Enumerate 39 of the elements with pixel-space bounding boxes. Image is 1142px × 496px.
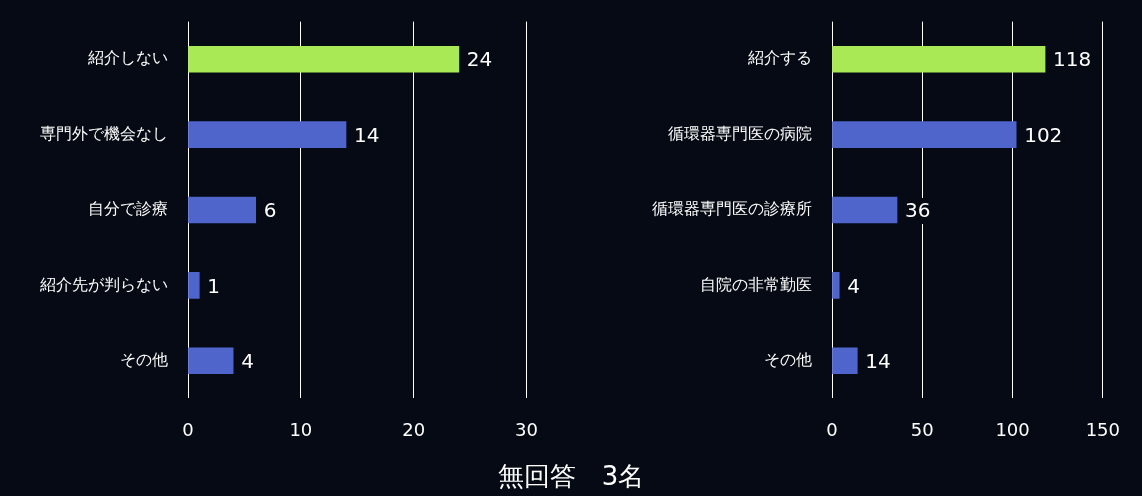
x-tick-label: 30 bbox=[515, 418, 538, 440]
bar bbox=[832, 45, 1046, 73]
y-tick-label: 循環器専門医の診療所 bbox=[652, 199, 812, 219]
y-tick-label: 専門外で機会なし bbox=[40, 123, 168, 143]
y-tick-label: 自分で診療 bbox=[88, 199, 168, 219]
y-tick-label: その他 bbox=[764, 349, 812, 369]
data-label: 1 bbox=[207, 273, 221, 298]
bar bbox=[832, 196, 898, 224]
y-tick-label: 循環器専門医の病院 bbox=[668, 123, 812, 143]
bar bbox=[832, 347, 858, 375]
data-label: 4 bbox=[241, 348, 254, 373]
bar bbox=[832, 121, 1017, 148]
data-label: 102 bbox=[1024, 122, 1063, 147]
data-label: 6 bbox=[263, 198, 277, 223]
y-tick-label: 紹介しない bbox=[87, 48, 168, 68]
data-label: 4 bbox=[847, 273, 860, 298]
x-tick-label: 0 bbox=[182, 418, 194, 440]
x-tick-label: 20 bbox=[402, 418, 426, 440]
x-tick-label: 10 bbox=[289, 418, 313, 440]
data-label: 24 bbox=[466, 47, 493, 72]
x-tick-label: 150 bbox=[1085, 418, 1120, 440]
data-label: 14 bbox=[865, 348, 891, 373]
data-label: 14 bbox=[353, 122, 380, 147]
y-tick-label: その他 bbox=[120, 349, 168, 369]
bar bbox=[188, 121, 347, 148]
bar bbox=[188, 272, 200, 299]
bar bbox=[188, 196, 257, 224]
x-tick-label: 50 bbox=[910, 418, 934, 440]
data-label: 118 bbox=[1053, 47, 1092, 72]
text: 無回答 3名 bbox=[496, 460, 646, 493]
x-tick-label: 100 bbox=[995, 418, 1030, 440]
data-label: 36 bbox=[905, 198, 931, 223]
y-tick-label: 紹介先が判らない bbox=[39, 274, 168, 294]
bar bbox=[188, 347, 234, 375]
x-tick-label: 0 bbox=[826, 418, 838, 440]
bar bbox=[188, 45, 460, 73]
y-tick-label: 紹介する bbox=[747, 48, 812, 68]
bar bbox=[832, 272, 840, 299]
y-tick-label: 自院の非常勤医 bbox=[700, 274, 812, 294]
